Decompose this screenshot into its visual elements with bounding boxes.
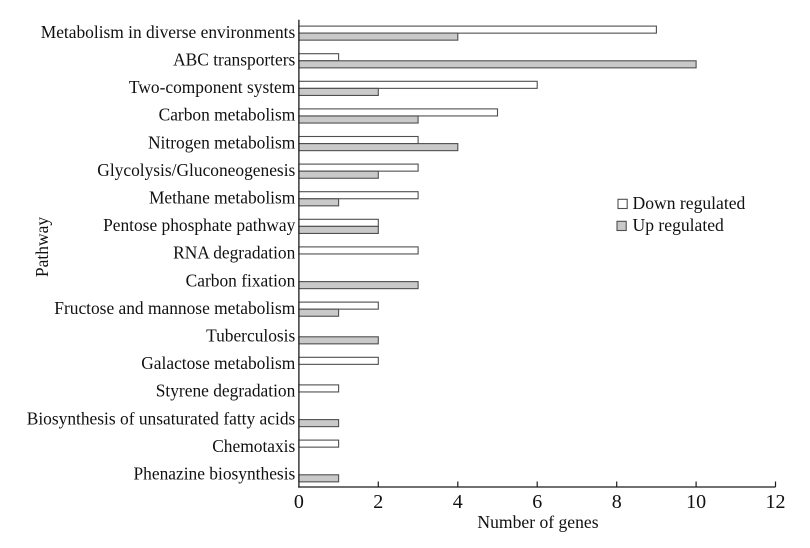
svg-text:Metabolism in diverse environm: Metabolism in diverse environments bbox=[41, 22, 296, 42]
svg-text:Nitrogen metabolism: Nitrogen metabolism bbox=[148, 132, 296, 152]
svg-text:12: 12 bbox=[766, 491, 786, 513]
svg-text:2: 2 bbox=[373, 491, 383, 513]
svg-text:Pentose phosphate pathway: Pentose phosphate pathway bbox=[103, 215, 296, 235]
svg-text:8: 8 bbox=[612, 491, 622, 513]
svg-text:Tuberculosis: Tuberculosis bbox=[206, 326, 295, 346]
svg-text:10: 10 bbox=[686, 491, 706, 513]
svg-text:ABC transporters: ABC transporters bbox=[173, 50, 295, 70]
svg-text:Galactose metabolism: Galactose metabolism bbox=[141, 353, 296, 373]
svg-text:RNA degradation: RNA degradation bbox=[173, 243, 295, 263]
svg-text:Down regulated: Down regulated bbox=[633, 193, 746, 213]
svg-text:Fructose and mannose metabolis: Fructose and mannose metabolism bbox=[54, 298, 295, 318]
svg-text:Carbon metabolism: Carbon metabolism bbox=[159, 105, 296, 125]
svg-text:Biosynthesis of unsaturated fa: Biosynthesis of unsaturated fatty acids bbox=[27, 408, 296, 428]
svg-text:Pathway: Pathway bbox=[32, 217, 52, 278]
svg-text:Chemotaxis: Chemotaxis bbox=[212, 436, 295, 456]
svg-text:Number of genes: Number of genes bbox=[477, 512, 598, 532]
svg-text:Methane metabolism: Methane metabolism bbox=[149, 188, 296, 208]
svg-text:0: 0 bbox=[294, 491, 304, 513]
svg-text:Glycolysis/Gluconeogenesis: Glycolysis/Gluconeogenesis bbox=[97, 160, 295, 180]
svg-text:Phenazine biosynthesis: Phenazine biosynthesis bbox=[133, 464, 295, 484]
svg-text:Two-component system: Two-component system bbox=[129, 77, 296, 97]
svg-text:Carbon fixation: Carbon fixation bbox=[186, 270, 296, 290]
svg-text:6: 6 bbox=[532, 491, 542, 513]
svg-text:Up regulated: Up regulated bbox=[633, 215, 725, 235]
svg-text:4: 4 bbox=[453, 491, 463, 513]
svg-text:Styrene degradation: Styrene degradation bbox=[156, 381, 296, 401]
